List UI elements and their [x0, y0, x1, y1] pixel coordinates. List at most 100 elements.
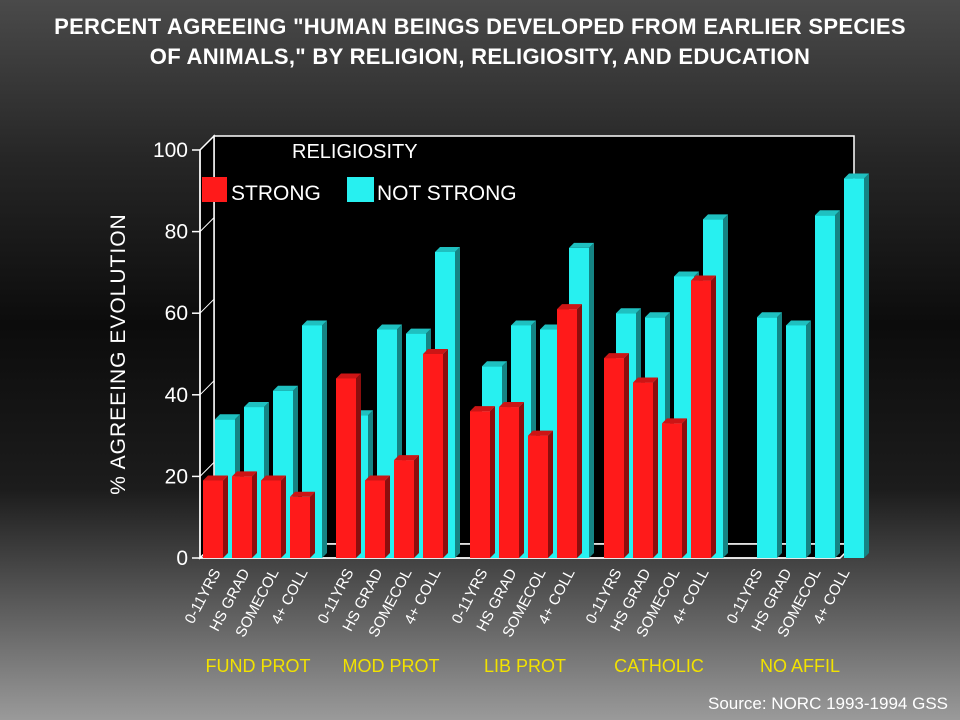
source-note: Source: NORC 1993-1994 GSS — [707, 694, 948, 713]
bar-top — [691, 275, 716, 281]
bar-side — [414, 455, 419, 558]
legend-label-not-strong: NOT STRONG — [377, 182, 517, 205]
bar-face — [815, 215, 835, 558]
bar-top — [557, 304, 582, 310]
bar-strong-mod-prot-2 — [365, 475, 390, 558]
bar-face — [528, 435, 548, 558]
bar-side — [322, 320, 327, 558]
bar-strong-lib-prot-3 — [528, 430, 553, 558]
group-label-no-affil: NO AFFIL — [760, 656, 840, 676]
bar-strong-catholic-1 — [604, 353, 629, 558]
bar-top — [645, 312, 670, 318]
bar-strong-lib-prot-1 — [470, 406, 495, 558]
bar-face — [691, 280, 711, 558]
legend-title: RELIGIOSITY — [292, 141, 418, 163]
bar-top — [674, 271, 699, 277]
bar-top — [569, 242, 594, 248]
bar-top — [290, 491, 315, 497]
legend-label-strong: STRONG — [231, 182, 321, 205]
y-tick-depth-line — [199, 135, 215, 151]
chart-title: PERCENT AGREEING "HUMAN BEINGS DEVELOPED… — [0, 12, 960, 72]
bar-face — [786, 325, 806, 558]
bar-strong-catholic-3 — [662, 418, 687, 558]
bar-strong-mod-prot-1 — [336, 373, 361, 558]
bar-top — [215, 414, 240, 420]
bar-side — [519, 402, 524, 558]
bar-strong-fund-prot-2 — [232, 471, 257, 558]
bar-strong-fund-prot-1 — [203, 475, 228, 558]
legend-swatch-not-strong — [347, 177, 374, 202]
bar-side — [653, 377, 658, 558]
bar-strong-mod-prot-4 — [423, 349, 448, 558]
bar-top — [616, 308, 641, 314]
bar-face — [423, 354, 443, 558]
bar-side — [443, 349, 448, 558]
bar-face — [604, 358, 624, 558]
bar-side — [385, 475, 390, 558]
bar-top — [244, 402, 269, 408]
bar-top — [511, 320, 536, 326]
bar-side — [682, 418, 687, 558]
bar-side — [356, 373, 361, 558]
bar-side — [281, 475, 286, 558]
bar-face — [336, 378, 356, 558]
bar-side — [777, 312, 782, 558]
bar-face — [290, 496, 310, 558]
bar-not-strong-no-affil-1 — [757, 312, 782, 558]
bar-side — [455, 247, 460, 558]
y-tick-depth-line — [199, 298, 215, 314]
bar-top — [633, 377, 658, 383]
group-label-lib-prot: LIB PROT — [484, 656, 566, 676]
bar-not-strong-no-affil-4 — [844, 173, 869, 558]
y-tick-depth-line — [199, 380, 215, 396]
y-tick-label: 80 — [165, 221, 188, 244]
bar-top — [662, 418, 687, 424]
bar-strong-fund-prot-4 — [290, 491, 315, 558]
y-tick-depth-line — [199, 217, 215, 232]
bar-face — [470, 411, 490, 558]
group-label-fund-prot: FUND PROT — [206, 656, 311, 676]
legend-swatch-strong — [202, 177, 227, 202]
bar-top — [365, 475, 390, 481]
bar-top — [470, 406, 495, 412]
bar-top — [844, 173, 869, 179]
bar-face — [499, 407, 519, 558]
bar-top — [302, 320, 327, 326]
bar-face — [757, 317, 777, 558]
bar-not-strong-no-affil-2 — [786, 320, 811, 558]
bar-strong-lib-prot-4 — [557, 304, 582, 558]
bar-side — [490, 406, 495, 558]
bar-face — [203, 480, 223, 558]
bar-strong-catholic-2 — [633, 377, 658, 558]
bar-side — [864, 173, 869, 558]
bar-top — [232, 471, 257, 477]
bar-strong-catholic-4 — [691, 275, 716, 558]
bar-side — [835, 210, 840, 558]
bar-face — [662, 423, 682, 558]
bar-top — [528, 430, 553, 436]
bar-top — [394, 455, 419, 461]
bar-side — [711, 275, 716, 558]
bar-top — [273, 385, 298, 391]
bar-face — [394, 460, 414, 558]
bar-top — [261, 475, 286, 481]
bar-top — [482, 361, 507, 367]
y-tick-label: 0 — [176, 547, 188, 570]
bar-face — [557, 309, 577, 558]
bar-side — [723, 214, 728, 559]
y-tick-label: 100 — [153, 139, 188, 162]
bar-side — [806, 320, 811, 558]
bar-top — [423, 349, 448, 354]
bar-face — [633, 382, 653, 558]
bar-strong-lib-prot-2 — [499, 402, 524, 558]
bar-side — [310, 491, 315, 558]
bar-face — [261, 480, 281, 558]
bar-top — [757, 312, 782, 318]
y-axis-label: % AGREEING EVOLUTION — [107, 213, 130, 494]
bar-side — [252, 471, 257, 558]
bar-side — [589, 242, 594, 559]
y-tick-label: 60 — [165, 302, 188, 325]
bar-top — [786, 320, 811, 326]
bar-face — [232, 476, 252, 558]
